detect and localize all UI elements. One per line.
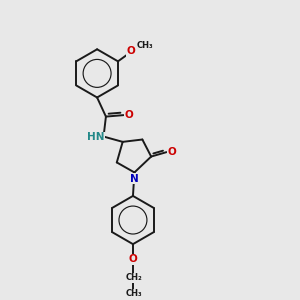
- Text: O: O: [127, 46, 135, 56]
- Text: CH₃: CH₃: [125, 289, 142, 298]
- Text: HN: HN: [87, 132, 104, 142]
- Text: N: N: [130, 174, 139, 184]
- Text: O: O: [167, 147, 176, 157]
- Text: O: O: [129, 254, 137, 264]
- Text: CH₂: CH₂: [125, 273, 142, 282]
- Text: O: O: [124, 110, 133, 120]
- Text: CH₃: CH₃: [137, 41, 153, 50]
